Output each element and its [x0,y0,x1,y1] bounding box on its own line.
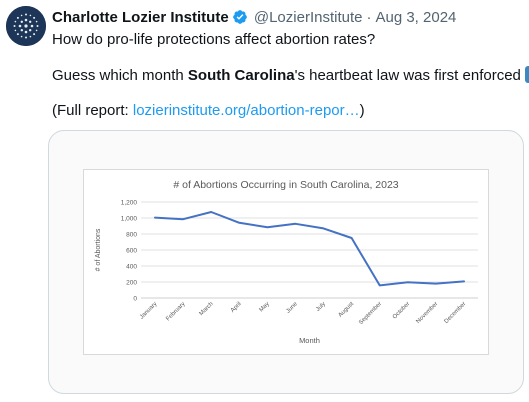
x-tick-label: September [358,301,383,326]
data-point [266,226,268,228]
x-tick-label: May [259,301,271,313]
x-axis-label: Month [299,336,320,345]
state-name: South Carolina [187,67,295,84]
report-link[interactable]: lozierinstitute.org/abortion-repor… [132,102,360,119]
series-line [154,211,465,287]
data-point [182,218,184,220]
tweet-text-line-2: Guess which month South Carolina's heart… [52,66,529,86]
x-tick-label: November [415,301,439,325]
abortions-line-chart: # of Abortions Occurring in South Caroli… [95,179,478,345]
y-axis-label: # of Abortions [95,228,102,271]
institute-logo-icon [6,6,46,46]
chart-frame: # of Abortions Occurring in South Caroli… [83,169,489,355]
post-date[interactable]: Aug 3, 2024 [375,9,457,26]
report-prefix: (Full report: [52,102,133,119]
x-tick-label: April [230,301,243,314]
x-tick-label: February [165,301,186,322]
y-tick-label: 600 [126,248,137,255]
y-tick-label: 0 [133,296,137,303]
data-point [351,237,353,239]
separator-dot: · [366,9,372,26]
data-point [463,280,465,282]
data-point [407,281,409,283]
x-tick-label: October [392,301,411,320]
x-tick-label: July [315,301,327,313]
data-point [154,217,156,219]
author-name[interactable]: Charlotte Lozier Institute [52,9,229,26]
tweet-text-line-3: (Full report: lozierinstitute.org/aborti… [52,101,365,121]
data-point [322,227,325,229]
data-point [210,211,212,213]
tweet-text-line-1: How do pro-life protections affect abort… [52,31,376,48]
data-point [379,284,381,286]
data-point [238,222,240,224]
data-point [294,223,297,225]
y-tick-label: 200 [126,280,137,287]
x-tick-label: August [338,301,356,319]
x-tick-label: June [285,301,299,315]
institute-logo-avatar[interactable] [6,6,46,46]
line2-suffix: 's heartbeat law was first enforced [294,67,521,84]
x-tick-label: March [199,301,215,317]
line2-prefix: Guess which month [52,67,188,84]
y-tick-label: 1,200 [121,200,138,207]
y-tick-label: 1,000 [121,216,138,223]
data-point [435,283,437,285]
tweet-media-card[interactable]: # of Abortions Occurring in South Caroli… [48,130,524,394]
x-tick-label: January [139,301,158,320]
author-handle[interactable]: @LozierInstitute [253,9,363,26]
chart-title: # of Abortions Occurring in South Caroli… [173,179,398,191]
report-suffix: ) [359,102,365,119]
verified-badge-icon [232,9,248,25]
y-tick-label: 800 [126,232,137,239]
y-tick-label: 400 [126,264,137,271]
x-tick-label: December [444,301,468,325]
tweet-header: Charlotte Lozier Institute @LozierInstit… [52,9,456,27]
down-arrow-emoji-icon [524,66,529,83]
